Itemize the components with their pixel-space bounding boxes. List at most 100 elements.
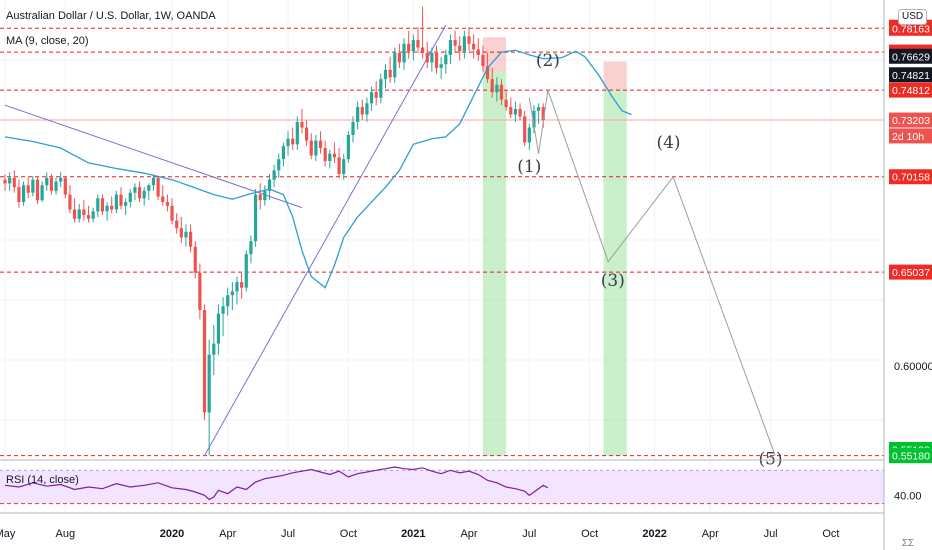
- candle-body: [434, 53, 439, 68]
- candle-body: [458, 45, 462, 52]
- candle: [226, 287, 230, 316]
- candle: [462, 30, 466, 59]
- candle: [407, 30, 411, 59]
- candle: [425, 41, 429, 68]
- candle-body: [77, 209, 81, 219]
- candle: [137, 181, 142, 203]
- wave-label: (3): [601, 271, 625, 291]
- candle-body: [59, 177, 63, 182]
- price-tag-label: 0.78163: [892, 23, 930, 35]
- candle: [323, 140, 327, 167]
- candle-body: [235, 282, 239, 292]
- candle: [453, 30, 457, 54]
- price-tag: [889, 264, 932, 280]
- candles: [3, 6, 545, 456]
- price-tag-label: 2d 10h: [892, 131, 924, 143]
- candle: [258, 183, 262, 210]
- currency-badge[interactable]: USD: [898, 9, 928, 25]
- candle-body: [240, 282, 244, 288]
- candle: [124, 198, 128, 216]
- candle: [421, 6, 425, 59]
- candle: [374, 81, 378, 106]
- candle-body: [407, 43, 411, 52]
- candle-body: [425, 53, 429, 63]
- candle-body: [411, 40, 415, 52]
- candle: [411, 34, 415, 61]
- grid: [0, 0, 884, 512]
- candle-body: [40, 185, 44, 201]
- candle-body: [527, 127, 531, 143]
- wave-label: (4): [656, 133, 680, 153]
- candle: [91, 207, 95, 223]
- candle: [17, 179, 21, 208]
- candle-body: [300, 121, 304, 128]
- candle: [360, 99, 364, 121]
- candle: [286, 131, 290, 156]
- candle-body: [82, 209, 86, 216]
- time-tick-label: Oct: [822, 528, 839, 540]
- ma-legend[interactable]: MA (9, close, 20): [6, 35, 93, 47]
- candle-body: [114, 194, 118, 210]
- candle-body: [263, 190, 267, 201]
- symbol-legend[interactable]: Australian Dollar / U.S. Dollar, 1W, OAN…: [6, 10, 220, 22]
- candle: [26, 177, 30, 199]
- candle-body: [499, 84, 504, 100]
- candle: [393, 47, 397, 83]
- candle: [184, 224, 188, 247]
- candle-body: [35, 179, 40, 201]
- price-tag-label: 0.74812: [892, 85, 930, 97]
- candle: [240, 272, 244, 299]
- candle-body: [230, 291, 234, 296]
- candle-body: [189, 231, 193, 247]
- ma-indicator-label: MA (9, close, 20): [6, 35, 89, 47]
- rsi-legend[interactable]: RSI (14, close): [6, 474, 83, 486]
- candle: [416, 27, 420, 54]
- candle-body: [249, 241, 253, 255]
- price-tag-label: 0.76629: [892, 51, 930, 63]
- candle: [267, 174, 272, 201]
- candle: [105, 202, 109, 221]
- candle: [86, 205, 91, 223]
- candle: [212, 324, 216, 376]
- candle-body: [448, 40, 453, 55]
- candle: [128, 189, 132, 208]
- candle-body: [388, 69, 392, 78]
- candle: [263, 185, 267, 206]
- candle: [230, 282, 234, 311]
- candle-body: [513, 108, 517, 115]
- candle-body: [100, 198, 105, 212]
- price-tag: [889, 112, 932, 128]
- candle: [365, 97, 369, 122]
- candle: [537, 103, 541, 124]
- candle-body: [170, 205, 174, 221]
- candle: [54, 177, 58, 195]
- candle: [388, 56, 392, 83]
- candle: [309, 133, 313, 160]
- candle-body: [467, 36, 471, 44]
- wave-label: (2): [536, 51, 560, 71]
- candle-body: [286, 138, 290, 147]
- candle: [207, 339, 211, 456]
- candle-body: [495, 84, 499, 93]
- price-tag: [889, 128, 932, 144]
- candle: [481, 45, 485, 72]
- candle-body: [356, 107, 360, 122]
- candle: [179, 216, 183, 243]
- candle-body: [45, 177, 49, 186]
- candle-body: [318, 140, 323, 149]
- wave-label: (1): [517, 157, 541, 177]
- candle-body: [323, 148, 327, 162]
- time-tick-label: Apr: [702, 528, 719, 540]
- elliott-wave-path: [528, 90, 776, 456]
- candle: [509, 97, 513, 119]
- candle-body: [63, 177, 67, 195]
- candle: [189, 224, 193, 253]
- candle: [504, 90, 508, 111]
- time-tick-label: Jul: [281, 528, 295, 540]
- candle: [249, 235, 253, 264]
- candle-body: [73, 209, 77, 219]
- candle: [342, 153, 346, 180]
- candle-body: [342, 159, 346, 175]
